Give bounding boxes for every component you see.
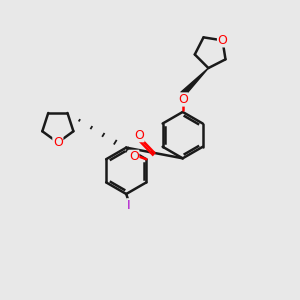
Text: O: O	[129, 150, 139, 163]
Text: O: O	[218, 34, 227, 47]
Text: O: O	[53, 136, 63, 149]
Polygon shape	[181, 68, 208, 96]
Text: O: O	[134, 129, 144, 142]
Text: I: I	[127, 199, 130, 212]
Text: O: O	[178, 93, 188, 106]
